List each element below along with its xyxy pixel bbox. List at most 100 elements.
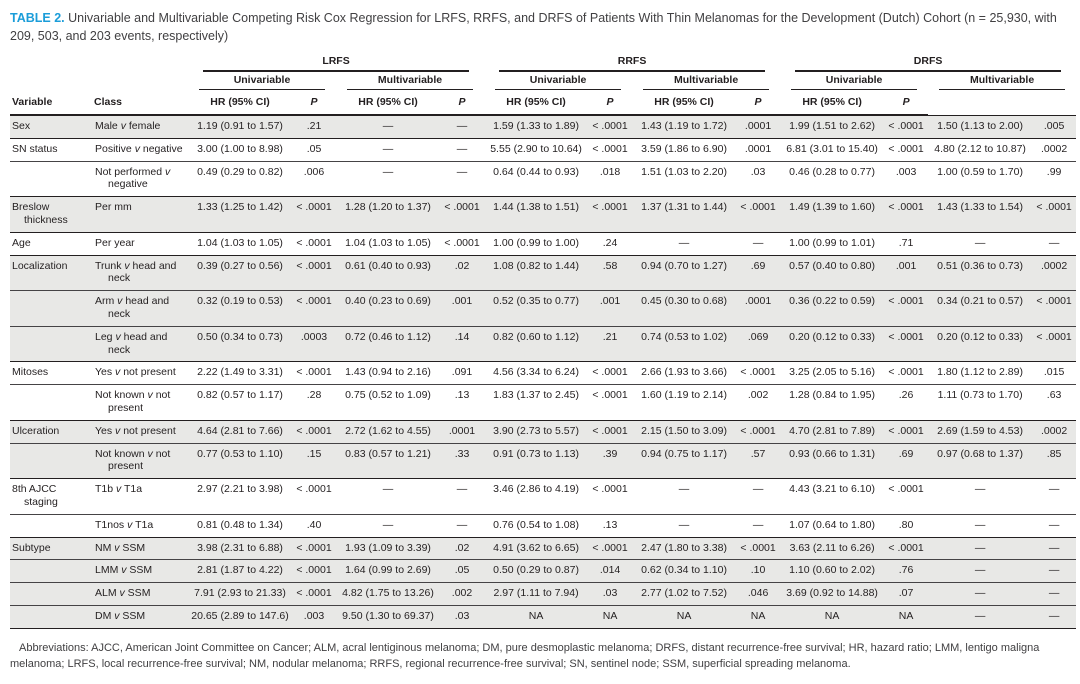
p-value-cell: < .0001 [1036, 295, 1072, 308]
model-header-spacer [10, 73, 188, 91]
p-value-cell: .07 [898, 587, 914, 600]
table-number-label: TABLE 2. [10, 11, 65, 25]
hr-ci-cell: 0.81 (0.48 to 1.34) [197, 518, 283, 531]
p-value-cell: < .0001 [1036, 330, 1072, 343]
p-value-cell: < .0001 [592, 120, 628, 132]
class-cell: Trunk v head and neck [95, 259, 177, 285]
hr-ci-cell: 0.49 (0.29 to 0.82) [197, 165, 283, 178]
p-value-cell: .018 [599, 165, 621, 178]
p-value-cell: < .0001 [888, 541, 924, 554]
hr-ci-cell: 0.94 (0.70 to 1.27) [641, 259, 727, 272]
hr-ci-cell: — [382, 120, 394, 132]
variable-cell: Breslow thickness [12, 201, 68, 226]
table-row: DM v SSM 20.65 (2.89 to 147.6) .003 9.50 (1… [10, 605, 1077, 629]
p-value-cell: < .0001 [592, 541, 628, 554]
column-header-hr: HR (95% CI) [780, 91, 885, 116]
hr-ci-cell: 2.72 (1.62 to 4.55) [345, 424, 431, 437]
p-value-cell: .13 [454, 389, 470, 402]
p-value-cell: .0001 [448, 424, 476, 437]
hr-ci-cell: 6.81 (3.01 to 15.40) [786, 142, 878, 155]
column-header-p: P [736, 91, 781, 116]
table-row: Not known v not present 0.82 (0.57 to 1.1… [10, 384, 1077, 421]
variable-cell: SN status [12, 142, 58, 155]
hr-ci-cell: 0.46 (0.28 to 0.77) [789, 165, 875, 178]
model-header-drfs-univariable: Univariable [780, 73, 928, 91]
p-value-cell: < .0001 [592, 483, 628, 496]
p-value-cell: .0001 [744, 142, 772, 155]
class-cell: Yes v not present [95, 424, 176, 437]
hr-ci-cell: 0.83 (0.57 to 1.21) [345, 447, 431, 460]
hr-ci-cell: 0.74 (0.53 to 1.02) [641, 330, 727, 343]
p-value-cell: .0003 [300, 330, 328, 343]
hr-ci-cell: 0.32 (0.19 to 0.53) [197, 295, 283, 308]
class-cell: Not known v not present [95, 389, 171, 414]
hr-ci-cell: 1.83 (1.37 to 2.45) [493, 389, 579, 402]
hr-ci-cell: 0.75 (0.52 to 1.09) [345, 389, 431, 402]
hr-ci-cell: 0.39 (0.27 to 0.56) [197, 259, 283, 272]
p-value-cell: .26 [898, 389, 914, 402]
p-value-cell: < .0001 [296, 587, 332, 600]
hr-ci-cell: 3.63 (2.11 to 6.26) [789, 541, 875, 554]
hr-ci-cell: 1.64 (0.99 to 2.69) [345, 564, 431, 577]
class-cell: Leg v head and neck [95, 330, 168, 356]
p-value-cell: .003 [303, 609, 325, 622]
p-value-cell: NA [602, 609, 618, 622]
hr-ci-cell: 0.20 (0.12 to 0.33) [937, 330, 1023, 343]
p-value-cell: < .0001 [888, 295, 924, 308]
p-value-cell: — [456, 483, 468, 496]
p-value-cell: < .0001 [592, 424, 628, 437]
p-value-cell: .002 [451, 587, 473, 600]
column-header-hr: HR (95% CI) [336, 91, 440, 116]
hr-ci-cell: 1.19 (0.91 to 1.57) [197, 120, 283, 132]
p-value-cell: .57 [750, 447, 766, 460]
p-value-cell: .069 [747, 330, 769, 343]
hr-ci-cell: — [974, 541, 986, 554]
regression-table: LRFS RRFS DRFS Univariable Multivariable… [10, 54, 1077, 629]
variable-cell [10, 560, 92, 583]
p-value-cell: .005 [1043, 119, 1065, 132]
hr-ci-cell: 1.00 (0.59 to 1.70) [937, 165, 1023, 178]
p-value-cell: .21 [602, 330, 618, 343]
hr-ci-cell: 3.25 (2.05 to 5.16) [789, 366, 875, 379]
hr-ci-cell: 4.70 (2.81 to 7.89) [789, 424, 875, 437]
hr-ci-cell: NA [676, 609, 692, 622]
p-value-cell: < .0001 [888, 330, 924, 343]
hr-ci-cell: 3.69 (0.92 to 14.88) [786, 587, 878, 600]
p-value-cell: < .0001 [296, 424, 332, 437]
hr-ci-cell: 1.00 (0.99 to 1.01) [789, 236, 875, 249]
hr-ci-cell: 1.80 (1.12 to 2.89) [937, 366, 1023, 379]
p-value-cell: < .0001 [888, 483, 924, 496]
p-value-cell: .001 [451, 295, 473, 308]
hr-ci-cell: 1.93 (1.09 to 3.39) [345, 541, 431, 554]
p-value-cell: .0001 [744, 295, 772, 308]
hr-ci-cell: 0.82 (0.60 to 1.12) [493, 330, 579, 343]
table-row: Mitoses Yes v not present 2.22 (1.49 to 3.… [10, 361, 1077, 385]
class-cell: T1nos v T1a [95, 518, 154, 531]
p-value-cell: — [456, 165, 468, 178]
p-value-cell: < .0001 [296, 201, 332, 214]
column-header-variable: Variable [10, 91, 92, 116]
hr-ci-cell: — [974, 564, 986, 577]
hr-ci-cell: — [382, 142, 394, 155]
hr-ci-cell: — [974, 518, 986, 531]
model-header-lrfs-multivariable: Multivariable [336, 73, 484, 91]
p-value-cell: < .0001 [888, 120, 924, 132]
p-value-cell: .58 [602, 259, 618, 272]
p-value-cell: .0002 [1040, 142, 1068, 155]
table-row: Leg v head and neck 0.50 (0.34 to 0.73) .0… [10, 326, 1077, 362]
column-header-p: P [884, 91, 929, 116]
outcome-header-row: LRFS RRFS DRFS [10, 54, 1076, 73]
p-value-cell: .001 [895, 259, 917, 272]
p-value-cell: .091 [451, 366, 473, 379]
p-value-cell: — [1048, 483, 1060, 496]
p-value-cell: .02 [454, 541, 470, 554]
p-value-cell: < .0001 [592, 142, 628, 155]
p-value-cell: .03 [454, 609, 470, 622]
variable-cell [10, 291, 92, 327]
hr-ci-cell: 0.52 (0.35 to 0.77) [493, 295, 579, 308]
hr-ci-cell: 0.94 (0.75 to 1.17) [641, 447, 727, 460]
p-value-cell: < .0001 [740, 541, 776, 554]
hr-ci-cell: 2.15 (1.50 to 3.09) [641, 424, 727, 437]
hr-ci-cell: 0.45 (0.30 to 0.68) [641, 295, 727, 308]
